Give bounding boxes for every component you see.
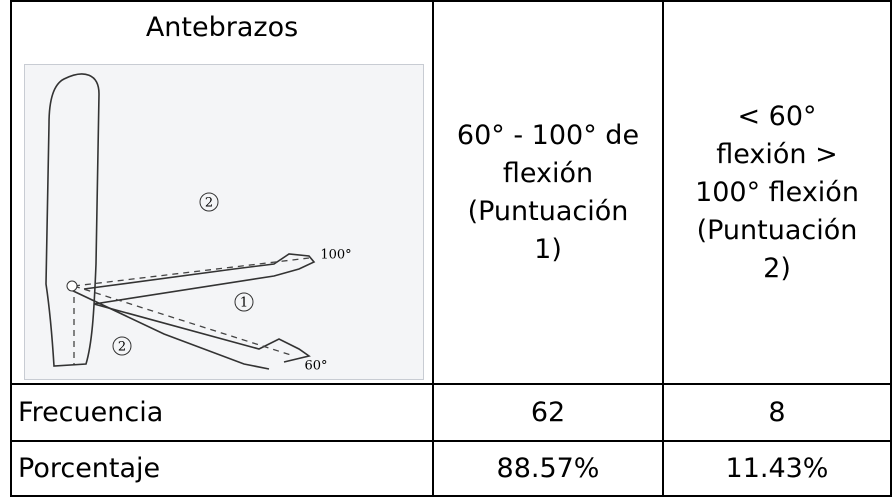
figure-label: 2 [205, 196, 213, 211]
header-line: 100° flexión [695, 176, 859, 208]
forearm-figure: 2 100° 1 2 60° [24, 64, 424, 380]
header-line: flexión > [716, 138, 838, 170]
header-line: < 60° [737, 100, 817, 132]
table-cell: 11.43% [662, 440, 892, 497]
table-cell: 62 [432, 383, 664, 442]
header-line: 60° - 100° de [456, 119, 640, 151]
header-line: 1) [534, 233, 562, 265]
row-label: Frecuencia [10, 383, 434, 442]
header-line: (Puntuación [696, 214, 858, 246]
figure-label: 60° [304, 359, 327, 374]
table-cell: 8 [662, 383, 892, 442]
header-column: 60° - 100° de flexión (Puntuación 1) [432, 0, 664, 385]
header-cell: Antebrazos 2 100° 1 2 60° [10, 0, 434, 385]
figure-label: 100° [320, 248, 351, 263]
table-cell: 88.57% [432, 440, 664, 497]
header-line: flexión [502, 157, 594, 189]
header-line: (Puntuación [467, 195, 629, 227]
header-title: Antebrazos [145, 12, 299, 43]
figure-label: 1 [240, 296, 248, 311]
header-line: 2) [763, 252, 791, 284]
figure-label: 2 [118, 340, 126, 355]
header-column: < 60° flexión > 100° flexión (Puntuación 2) [662, 0, 892, 385]
row-label: Porcentaje [10, 440, 434, 497]
